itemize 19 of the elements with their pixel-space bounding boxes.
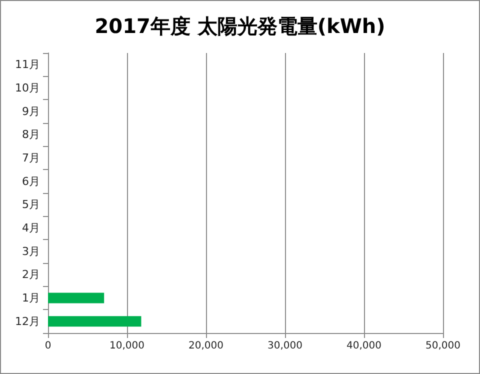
y-tick-label: 2月: [22, 268, 40, 282]
y-tick-label: 11月: [15, 58, 40, 72]
y-tick-label: 12月: [15, 314, 40, 328]
y-tick-label: 9月: [22, 104, 40, 118]
x-tick-label: 40,000: [346, 340, 382, 352]
y-tick-label: 4月: [22, 222, 40, 234]
y-tick-label: 7月: [22, 152, 40, 164]
y-tick-label: 6月: [22, 174, 40, 188]
x-tick-label: 30,000: [268, 340, 302, 352]
y-tick-label: 5月: [22, 198, 40, 212]
y-tick-label: 10月: [15, 82, 40, 94]
x-tick-label: 10,000: [110, 340, 144, 352]
y-tick-label: 3月: [22, 244, 40, 258]
y-tick-label: 8月: [22, 128, 40, 142]
x-tick-label: 50,000: [426, 340, 460, 352]
x-tick-label: 0: [44, 340, 52, 352]
chart-title: 2017年度 太陽光発電量(kWh): [94, 14, 386, 38]
y-tick-label: 1月: [22, 292, 40, 304]
x-tick-label: 20,000: [188, 340, 224, 352]
